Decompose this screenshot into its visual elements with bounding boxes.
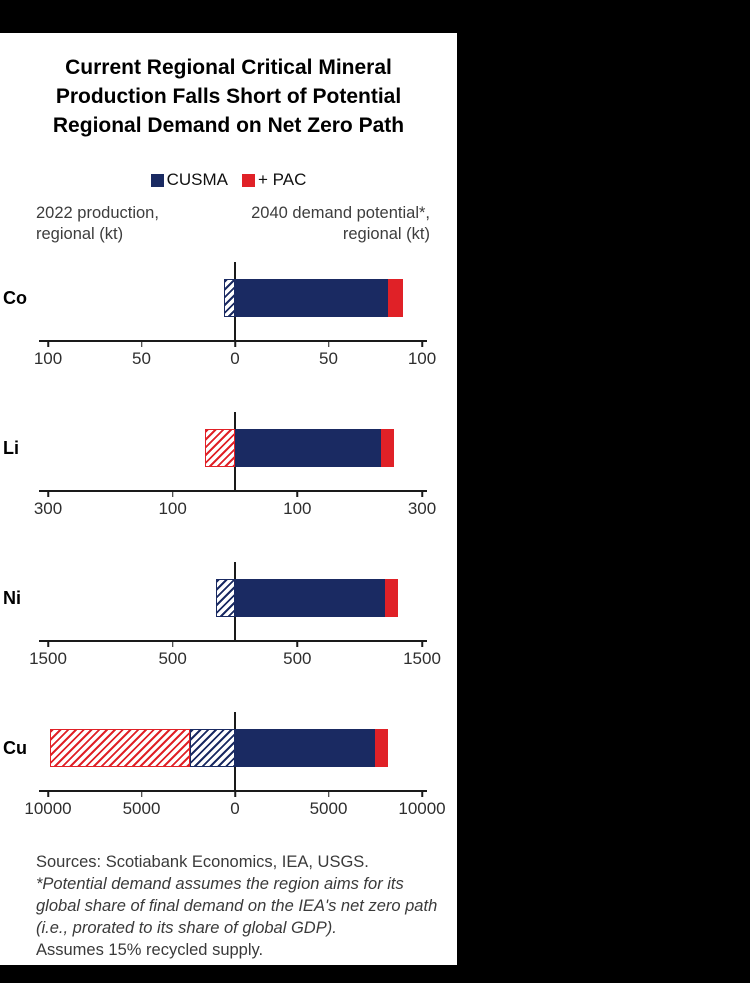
mineral-label-li: Li: [3, 438, 19, 458]
x-axis-co: [39, 340, 427, 342]
bar-cu-demand-cusma: [235, 729, 376, 767]
tick-li-3: [421, 491, 423, 497]
right-axis-header-line2: regional (kt): [342, 225, 430, 243]
tick-label-ni-1: 500: [158, 649, 187, 668]
tick-label-li-0: 300: [33, 499, 63, 518]
tick-cu-2: [234, 791, 236, 797]
legend-label-cusma: CUSMA: [166, 170, 229, 189]
x-axis-li: [39, 490, 427, 492]
bar-li-demand-pac: [381, 429, 394, 467]
tick-label-li-1: 100: [158, 499, 187, 518]
left-axis-header: 2022 production, regional (kt): [36, 203, 159, 245]
mineral-label-cu: Cu: [3, 738, 27, 758]
tick-ni-0: [47, 641, 49, 647]
tick-cu-4: [421, 791, 423, 797]
chart-title-line3: Regional Demand on Net Zero Path: [52, 114, 405, 137]
bar-li-production-pac: [205, 429, 235, 467]
tick-co-1: [140, 341, 143, 347]
legend: CUSMA + PAC: [0, 170, 457, 190]
bar-cu-production-pac: [49, 729, 191, 767]
chart-panel: Current Regional Critical Mineral Produc…: [0, 33, 457, 965]
plot-li: 300 100 100 300: [34, 411, 436, 518]
mineral-label-co: Co: [3, 288, 27, 308]
tick-cu-0: [47, 791, 49, 797]
legend-label-pac: + PAC: [258, 170, 307, 189]
chart-title-line2: Production Falls Short of Potential: [55, 85, 402, 108]
tick-co-2: [234, 341, 236, 347]
tick-li-0: [47, 491, 49, 497]
tick-label-co-3: 50: [319, 349, 338, 368]
tick-label-cu-1: 5000: [122, 799, 161, 818]
bar-cu-production-cusma: [190, 729, 235, 767]
right-axis-header: 2040 demand potential*, regional (kt): [251, 203, 430, 245]
tick-label-li-2: 100: [283, 499, 312, 518]
tick-label-ni-0: 1500: [29, 649, 67, 668]
tick-co-0: [47, 341, 49, 347]
legend-swatch-pac: [242, 173, 256, 187]
bar-co-production-cusma: [223, 279, 235, 317]
left-axis-header-line2: regional (kt): [36, 225, 124, 243]
tick-co-4: [421, 341, 423, 347]
chart-ni: Ni 1500 500 500 1500: [0, 561, 457, 681]
bar-ni-demand-pac: [384, 579, 399, 617]
tick-label-co-0: 100: [33, 349, 63, 368]
right-axis-header-line1: 2040 demand potential*,: [251, 204, 430, 222]
tick-label-cu-0: 10000: [24, 799, 72, 818]
tick-li-1: [171, 491, 174, 497]
sources-line: Sources: Scotiabank Economics, IEA, USGS…: [36, 853, 369, 871]
tick-label-co-2: 0: [230, 349, 240, 368]
chart-title: Current Regional Critical Mineral Produc…: [8, 53, 449, 140]
tick-cu-3: [327, 791, 330, 797]
plot-ni: 1500 500 500 1500: [29, 561, 441, 668]
footnote: Sources: Scotiabank Economics, IEA, USGS…: [36, 851, 448, 961]
tick-label-co-4: 100: [407, 349, 437, 368]
footnote-note: *Potential demand assumes the region aim…: [36, 875, 438, 937]
chart-co: Co 100 50 0 50 100: [0, 261, 457, 381]
tick-ni-2: [296, 641, 299, 647]
bar-co-demand-pac: [388, 279, 404, 317]
chart-cu: Cu 10000 5000 0 5000 10000: [0, 711, 457, 831]
legend-swatch-cusma: [150, 173, 164, 187]
tick-label-cu-3: 5000: [309, 799, 348, 818]
footnote-assumption: Assumes 15% recycled supply.: [36, 941, 264, 959]
x-axis-ni: [39, 640, 427, 642]
tick-label-ni-3: 1500: [403, 649, 441, 668]
plot-cu: 10000 5000 0 5000 10000: [24, 711, 446, 818]
tick-li-2: [296, 491, 299, 497]
left-axis-header-line1: 2022 production,: [36, 204, 159, 222]
chart-li: Li 300 100 100 300: [0, 411, 457, 531]
mineral-label-ni: Ni: [3, 588, 21, 608]
tick-ni-3: [421, 641, 423, 647]
tick-label-cu-4: 10000: [398, 799, 446, 818]
bar-li-demand-cusma: [235, 429, 382, 467]
legend-item-pac: + PAC: [242, 170, 306, 190]
bar-cu-demand-pac: [375, 729, 389, 767]
tick-ni-1: [171, 641, 174, 647]
tick-label-li-3: 300: [407, 499, 437, 518]
legend-item-cusma: CUSMA: [150, 170, 229, 190]
tick-label-ni-2: 500: [283, 649, 312, 668]
plot-co: 100 50 0 50 100: [34, 261, 436, 368]
tick-cu-1: [140, 791, 143, 797]
tick-label-cu-2: 0: [230, 799, 240, 818]
bar-co-demand-cusma: [235, 279, 389, 317]
tick-label-co-1: 50: [132, 349, 151, 368]
bar-ni-demand-cusma: [235, 579, 385, 617]
tick-co-3: [327, 341, 330, 347]
x-axis-cu: [39, 790, 427, 792]
chart-title-line1: Current Regional Critical Mineral: [65, 56, 392, 79]
bar-ni-production-cusma: [216, 579, 235, 617]
